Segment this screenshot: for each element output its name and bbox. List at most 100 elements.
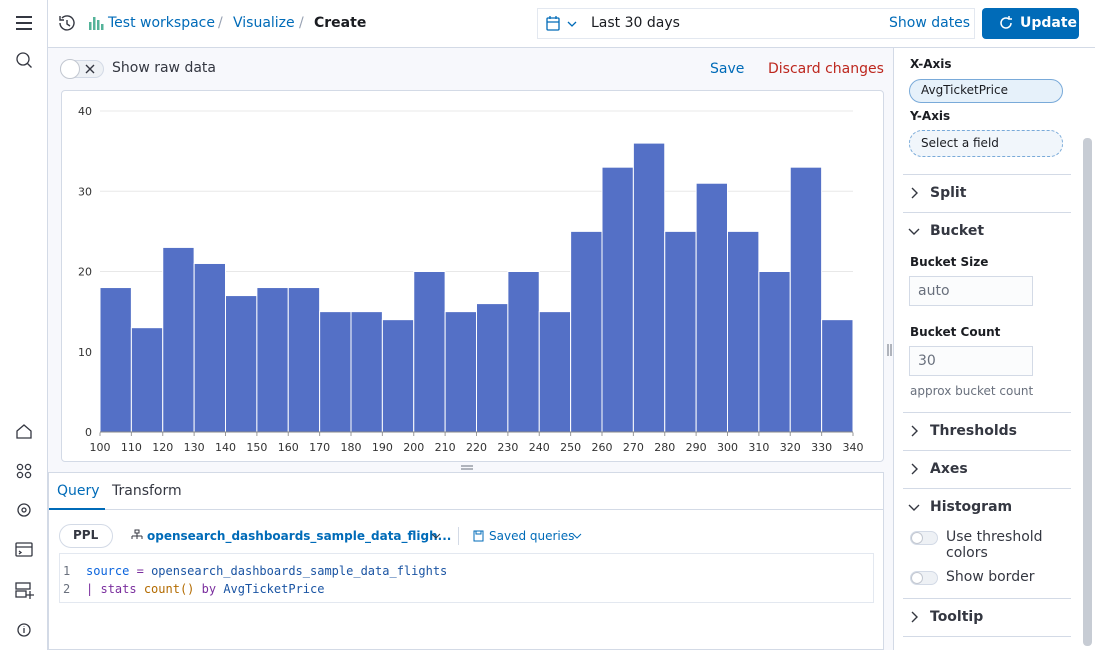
update-button[interactable] [982,8,1079,39]
divider [903,174,1071,175]
line-number: 1 [63,564,71,578]
switch-label[interactable]: Show border [946,569,1035,585]
chevron-right [911,463,918,475]
section-header[interactable]: Split [930,185,967,201]
x-tick-label: 180 [341,441,362,454]
chart: 0 10 20 30 40 100 110 120 130 140 150 160 170 180 190 2… [78,105,864,454]
tab-underline [49,508,105,510]
save-button[interactable]: Save [710,61,745,77]
header-icons [59,15,104,31]
resize-handle[interactable] [885,342,893,358]
x-tick-label: 260 [592,441,613,454]
help-text: approx bucket count [910,384,1034,398]
section-header[interactable]: Axes [930,461,968,477]
bucket-count-input[interactable]: 30 [909,346,1033,376]
code-token: source [86,564,130,578]
discard-button[interactable]: Discard changes [768,61,884,77]
switch[interactable] [910,531,938,545]
field-pill[interactable] [909,79,1063,103]
x-tick-label: 190 [372,441,393,454]
x-tick-label: 310 [748,441,769,454]
divider [903,450,1071,451]
home-icon[interactable] [16,424,32,439]
y-tick-label: 10 [78,346,92,359]
breadcrumb: Create [314,15,367,31]
history-icon[interactable] [59,15,75,31]
scrollbar[interactable] [1083,138,1092,646]
bar [727,230,760,433]
bar [538,311,572,433]
language-pill[interactable] [59,524,113,548]
bar [758,271,791,433]
chevron-right [911,187,918,199]
switch-label[interactable]: Use threshold colors [946,529,1043,561]
field-label: Bucket Count [910,325,1001,339]
section-header[interactable]: Tooltip [930,609,984,625]
x-tick-label: 200 [403,441,424,454]
tab[interactable]: Query [57,483,100,499]
y-axis-placeholder[interactable]: Select a field [921,136,999,150]
language[interactable]: PPL [73,528,99,542]
bar [162,246,195,433]
help-icon[interactable] [17,623,31,637]
drop-zone[interactable] [909,130,1063,157]
bar [193,262,226,433]
section-header[interactable]: Bucket [930,223,985,239]
switch[interactable] [910,571,938,585]
x-tick-label: 120 [152,441,173,454]
code-editor[interactable] [59,553,874,603]
toggle-knob [60,59,80,79]
calendar-icon[interactable] [545,15,581,33]
x-tick-label: 150 [246,441,267,454]
search-icon[interactable] [16,52,30,66]
y-tick-label: 0 [85,426,92,439]
x-tick-label: 320 [780,441,801,454]
x-tick-label: 330 [811,441,832,454]
dataset-icon [131,529,143,539]
y-tick-label: 30 [78,185,92,198]
side-nav [0,0,48,650]
settings-icon[interactable] [17,503,31,517]
bucket-size-input[interactable]: auto [909,276,1033,306]
visualize-icon [89,17,104,30]
console-icon[interactable] [15,542,33,557]
menu-icon[interactable] [16,16,32,30]
divider [903,488,1071,489]
bar [319,311,352,433]
toggle-x [85,64,95,74]
x-tick-label: 270 [623,441,644,454]
query-panel [48,472,884,650]
dataset-selector[interactable]: opensearch_dashboards_sample_data_fligh.… [147,529,452,543]
show-dates[interactable]: Show dates [889,15,971,31]
date-range[interactable]: Last 30 days [591,15,680,31]
section-header[interactable]: Thresholds [930,423,1017,439]
saved-queries[interactable]: Saved queries [489,529,575,543]
bar [476,303,509,433]
date-picker[interactable] [537,8,975,39]
tab[interactable]: Transform [112,483,182,499]
raw-data-label[interactable]: Show raw data [112,60,216,76]
y-tick-label: 20 [78,266,92,279]
update-label[interactable]: Update [1020,15,1078,31]
x-axis-field[interactable]: AvgTicketPrice [921,83,1008,97]
x-tick-label: 110 [121,441,142,454]
x-tick-label: 170 [309,441,330,454]
y-tick-label: 40 [78,105,92,118]
resize-handle[interactable] [459,464,475,472]
apps-icon[interactable] [16,463,32,479]
divider [903,636,1071,637]
refresh-icon [1000,16,1012,29]
breadcrumb[interactable]: Test workspace [108,15,215,31]
code-token: count() [143,582,195,596]
breadcrumb[interactable]: Visualize [233,15,295,31]
x-tick-label: 130 [184,441,205,454]
bar [601,166,634,433]
x-tick-label: 210 [435,441,456,454]
index-icon[interactable] [15,582,31,590]
chevron-right [911,611,918,623]
breadcrumb-separator: / [218,15,223,31]
section-header[interactable]: Histogram [930,499,1013,515]
chevron-down [908,228,920,235]
code-token: by [201,582,217,596]
